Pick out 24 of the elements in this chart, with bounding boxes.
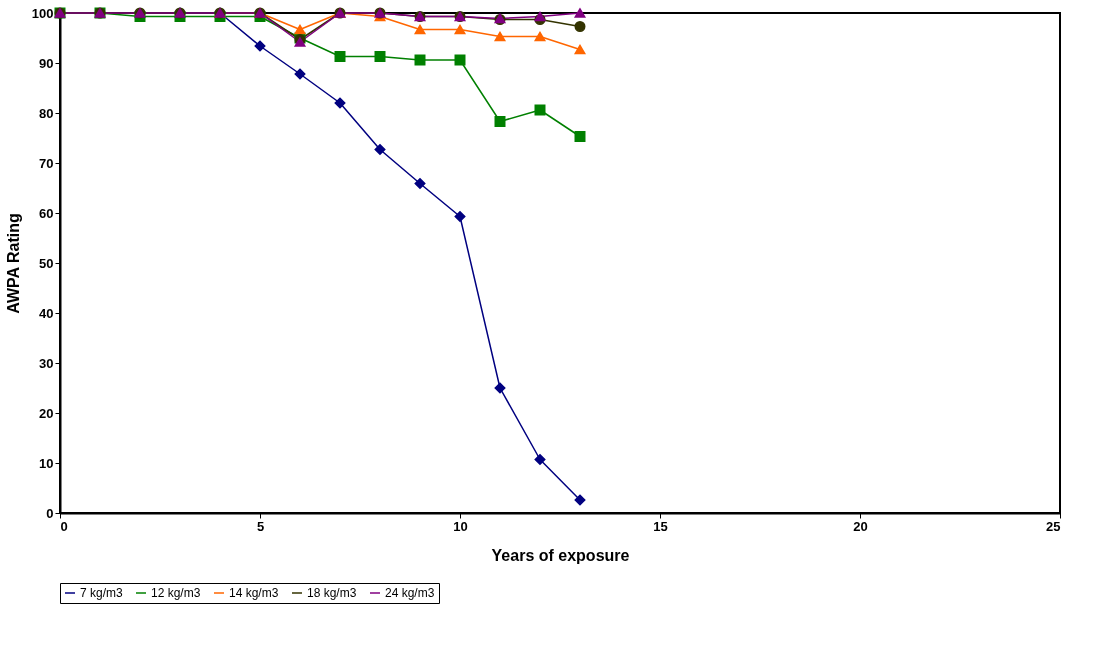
legend-label: 12 kg/m3: [151, 586, 201, 600]
y-tick-label: 80: [39, 105, 54, 121]
legend-label: 18 kg/m3: [307, 586, 357, 600]
y-tick-label: 60: [39, 205, 54, 221]
x-axis-title: Years of exposure: [491, 546, 630, 564]
legend-label: 7 kg/m3: [80, 586, 124, 600]
legend-label: 24 kg/m3: [385, 586, 435, 600]
x-tick-label: 25: [1046, 518, 1061, 534]
y-tick-label: 40: [39, 305, 54, 321]
x-tick-label: 10: [453, 518, 468, 534]
x-tick-label: 15: [653, 518, 668, 534]
y-tick-label: 50: [39, 255, 54, 271]
y-tick-label: 90: [39, 55, 54, 71]
x-tick-label: 5: [256, 518, 265, 534]
x-tick-label: 0: [60, 518, 68, 534]
y-tick-label: 100: [31, 5, 54, 21]
y-tick-label: 70: [39, 155, 54, 171]
y-tick-label: 20: [39, 405, 54, 421]
legend-label: 14 kg/m3: [229, 586, 279, 600]
y-tick-label: 0: [46, 505, 54, 521]
x-tick-label: 20: [853, 518, 868, 534]
y-tick-label: 10: [39, 455, 54, 471]
y-tick-label: 30: [39, 355, 54, 371]
y-axis-title: AWPA Rating: [4, 213, 22, 314]
